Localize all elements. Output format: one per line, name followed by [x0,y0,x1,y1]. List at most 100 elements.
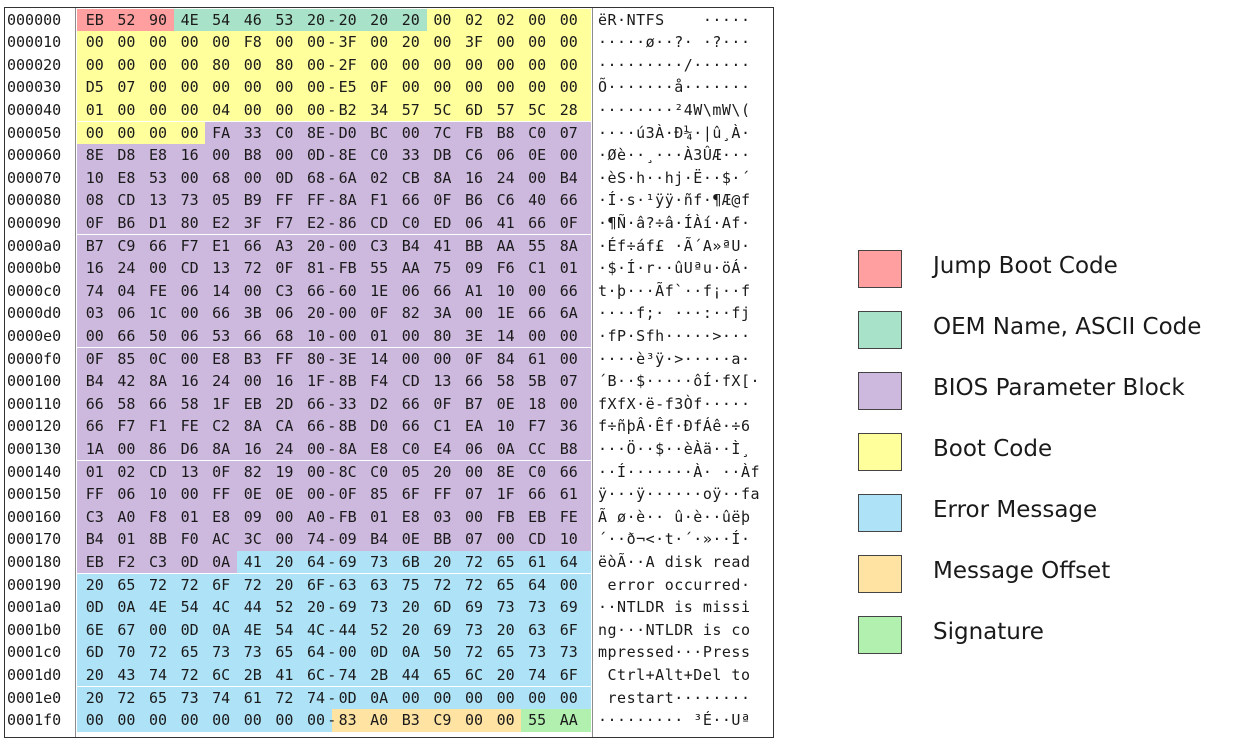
hex-byte[interactable]: 00 [559,688,578,707]
hex-byte[interactable]: 8B [148,530,168,549]
hex-byte[interactable]: 06 [496,146,515,165]
hex-byte[interactable]: A0 [306,507,326,526]
hex-byte[interactable]: 8A [338,191,357,210]
hex-byte[interactable]: 44 [243,598,262,617]
hex-byte[interactable]: 16 [180,146,199,165]
hex-byte[interactable]: 3F [338,33,357,52]
ascii-column-text[interactable]: fXfX·ë-f3Òf····· [598,394,751,413]
hex-byte[interactable]: 3A [433,304,452,323]
hex-byte[interactable]: 05 [401,462,420,481]
hex-byte[interactable]: F8 [243,33,262,52]
hex-byte[interactable]: 00 [528,168,547,187]
hex-byte[interactable]: 80 [433,326,452,345]
hex-byte[interactable]: 02 [117,462,136,481]
hex-byte[interactable]: 8C [338,462,357,481]
hex-byte[interactable]: 53 [275,10,294,29]
hex-byte[interactable]: 6D [464,100,484,119]
hex-byte[interactable]: 2B [370,665,389,684]
hex-byte[interactable]: 55 [370,259,389,278]
ascii-column-text[interactable]: ········· ³É··Uª [598,711,751,730]
hex-byte[interactable]: 55 [528,711,547,730]
hex-byte[interactable]: 0A [370,688,389,707]
hex-byte[interactable]: 6E [85,620,104,639]
hex-byte[interactable]: 3B [243,304,262,323]
hex-byte[interactable]: 65 [496,575,515,594]
hex-byte[interactable]: 01 [370,507,389,526]
hex-byte[interactable]: 07 [464,485,484,504]
hex-byte[interactable]: 0F [559,213,578,232]
hex-byte[interactable]: 65 [275,643,294,662]
hex-byte[interactable]: 44 [401,665,420,684]
hex-byte[interactable]: 66 [528,304,547,323]
hex-byte[interactable]: C0 [370,146,389,165]
hex-byte[interactable]: CD [528,530,547,549]
hex-byte[interactable]: 00 [180,123,199,142]
hex-byte[interactable]: 6F [212,575,231,594]
hex-byte[interactable]: 66 [243,236,262,255]
hex-byte[interactable]: 00 [117,100,136,119]
hex-byte[interactable]: 00 [306,711,326,730]
hex-byte[interactable]: 20 [85,688,104,707]
hex-byte[interactable]: 24 [212,372,231,391]
hex-byte[interactable]: 07 [559,372,578,391]
hex-byte[interactable]: 68 [212,168,231,187]
hex-byte[interactable]: 41 [275,665,294,684]
hex-byte[interactable]: BC [370,123,389,142]
hex-byte[interactable]: 06 [275,304,294,323]
hex-byte[interactable]: 66 [117,326,136,345]
hex-byte[interactable]: 00 [464,462,484,481]
hex-byte[interactable]: 66 [148,236,168,255]
hex-byte[interactable]: 00 [306,439,326,458]
hex-byte[interactable]: 82 [243,462,262,481]
hex-byte[interactable]: 61 [528,552,547,571]
hex-byte[interactable]: 00 [148,620,168,639]
hex-byte[interactable]: 60 [338,281,357,300]
ascii-column-text[interactable]: Ctrl+Alt+Del to [598,665,751,684]
hex-byte[interactable]: 64 [306,552,326,571]
hex-byte[interactable]: 20 [401,620,420,639]
hex-byte[interactable]: 00 [338,236,357,255]
hex-byte[interactable]: 00 [212,33,231,52]
hex-byte[interactable]: F1 [148,417,168,436]
hex-byte[interactable]: 0F [370,304,389,323]
hex-byte[interactable]: CD [180,259,199,278]
hex-byte[interactable]: 68 [275,326,294,345]
hex-byte[interactable]: FA [212,123,231,142]
hex-byte[interactable]: 00 [370,33,389,52]
hex-byte[interactable]: 65 [496,552,515,571]
hex-byte[interactable]: 0F [85,213,104,232]
hex-byte[interactable]: 85 [370,485,389,504]
hex-byte[interactable]: 0F [464,349,484,368]
ascii-column-text[interactable]: ´B··$·····ôÍ·fX[· [598,372,761,391]
hex-byte[interactable]: 00 [148,55,168,74]
hex-byte[interactable]: E8 [212,349,231,368]
hex-byte[interactable]: 8E [306,123,326,142]
hex-byte[interactable]: 00 [496,688,515,707]
hex-byte[interactable]: D6 [180,439,199,458]
hex-byte[interactable]: AA [559,711,578,730]
hex-byte[interactable]: 24 [496,168,515,187]
hex-byte[interactable]: C1 [528,259,547,278]
hex-byte[interactable]: F7 [528,417,547,436]
hex-byte[interactable]: 85 [117,349,136,368]
hex-byte[interactable]: 00 [433,688,452,707]
hex-byte[interactable]: 69 [559,598,578,617]
hex-byte[interactable]: 72 [464,575,484,594]
hex-byte[interactable]: 00 [275,100,294,119]
hex-editor-view[interactable]: 000000 EB 52 90 4E 54 46 53 20-20 20 20 00 02 02 00 00 ë… [4,7,774,738]
hex-byte[interactable]: D0 [370,417,389,436]
hex-byte[interactable]: C2 [212,417,231,436]
hex-byte[interactable]: D2 [370,394,389,413]
hex-byte[interactable]: 00 [85,711,104,730]
hex-byte[interactable]: B4 [85,372,104,391]
hex-byte[interactable]: 66 [212,304,231,323]
hex-byte[interactable]: 00 [275,146,294,165]
hex-byte[interactable]: 0E [528,146,547,165]
hex-byte[interactable]: 73 [370,598,389,617]
hex-byte[interactable]: F7 [180,236,199,255]
ascii-column-text[interactable]: ··NTLDR is missi [598,598,751,617]
hex-byte[interactable]: 73 [370,552,389,571]
hex-byte[interactable]: 07 [464,530,484,549]
hex-byte[interactable]: 1F [496,485,515,504]
hex-byte[interactable]: 66 [85,417,104,436]
